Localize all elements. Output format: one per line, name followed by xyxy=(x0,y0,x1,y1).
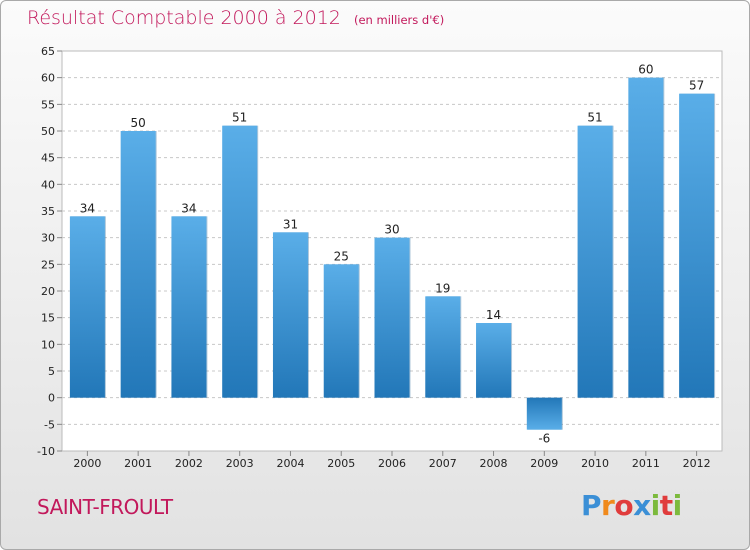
y-tick-label: 15 xyxy=(41,312,55,325)
y-tick-label: 35 xyxy=(41,205,55,218)
x-tick-label-2003: 2003 xyxy=(226,457,254,470)
x-tick-label-2011: 2011 xyxy=(632,457,660,470)
x-tick-label-2005: 2005 xyxy=(327,457,355,470)
bar-2005 xyxy=(323,264,359,398)
bar-2010 xyxy=(577,125,613,398)
y-tick-label: 20 xyxy=(41,285,55,298)
chart-title-main: Résultat Comptable 2000 à 2012 xyxy=(27,7,341,29)
bar-2007 xyxy=(425,296,461,398)
y-tick-label: 30 xyxy=(41,232,55,245)
data-label-2003: 51 xyxy=(232,111,247,125)
data-label-2010: 51 xyxy=(587,111,602,125)
y-tick-label: 55 xyxy=(41,98,55,111)
x-tick-label-2006: 2006 xyxy=(378,457,406,470)
chart-subtitle: (en milliers d'€) xyxy=(353,13,445,27)
city-name: SAINT-FROULT xyxy=(37,495,173,519)
bar-2002 xyxy=(171,216,207,398)
x-tick-label-2002: 2002 xyxy=(175,457,203,470)
logo-letter: r xyxy=(601,489,615,522)
bar-2011 xyxy=(628,77,664,398)
logo-letter: x xyxy=(633,489,651,522)
logo-letter: P xyxy=(581,489,602,522)
y-tick-label: 50 xyxy=(41,125,55,138)
data-label-2002: 34 xyxy=(181,201,196,215)
data-label-2007: 19 xyxy=(435,281,450,295)
y-tick-label: -10 xyxy=(37,445,55,458)
logo-letter: i xyxy=(650,489,661,522)
y-tick-label: 40 xyxy=(41,178,55,191)
data-label-2004: 31 xyxy=(283,217,298,231)
y-tick-label: -5 xyxy=(44,418,55,431)
data-label-2009: -6 xyxy=(538,432,550,446)
y-tick-label: 65 xyxy=(41,45,55,58)
bar-2003 xyxy=(222,125,258,398)
bar-2001 xyxy=(120,131,156,398)
y-tick-label: 10 xyxy=(41,338,55,351)
x-tick-label-2001: 2001 xyxy=(124,457,152,470)
x-tick-label-2010: 2010 xyxy=(581,457,609,470)
data-label-2011: 60 xyxy=(638,63,653,77)
x-tick-label-2007: 2007 xyxy=(429,457,457,470)
data-label-2001: 50 xyxy=(131,116,146,130)
bar-2009 xyxy=(526,397,562,430)
data-label-2012: 57 xyxy=(689,79,704,93)
data-label-2006: 30 xyxy=(384,223,399,237)
logo-letter: i xyxy=(672,489,683,522)
bar-2012 xyxy=(679,93,715,398)
proxiti-logo: Proxiti xyxy=(581,489,682,522)
x-tick-label-2009: 2009 xyxy=(530,457,558,470)
x-tick-label-2012: 2012 xyxy=(683,457,711,470)
x-tick-label-2004: 2004 xyxy=(276,457,304,470)
bar-2000 xyxy=(69,216,105,398)
bar-2008 xyxy=(476,323,512,398)
data-label-2008: 14 xyxy=(486,308,501,322)
y-tick-label: 25 xyxy=(41,258,55,271)
logo-letter: t xyxy=(659,489,673,522)
logo-letter: o xyxy=(614,489,634,522)
data-label-2000: 34 xyxy=(80,201,95,215)
x-tick-label-2000: 2000 xyxy=(73,457,101,470)
y-tick-label: 5 xyxy=(48,365,55,378)
chart-title: Résultat Comptable 2000 à 2012 (en milli… xyxy=(27,7,444,29)
y-tick-label: 60 xyxy=(41,72,55,85)
x-tick-label-2008: 2008 xyxy=(480,457,508,470)
bar-2004 xyxy=(272,232,308,398)
y-tick-label: 45 xyxy=(41,152,55,165)
data-label-2005: 25 xyxy=(334,249,349,263)
y-tick-label: 0 xyxy=(48,392,55,405)
bar-2006 xyxy=(374,237,410,398)
